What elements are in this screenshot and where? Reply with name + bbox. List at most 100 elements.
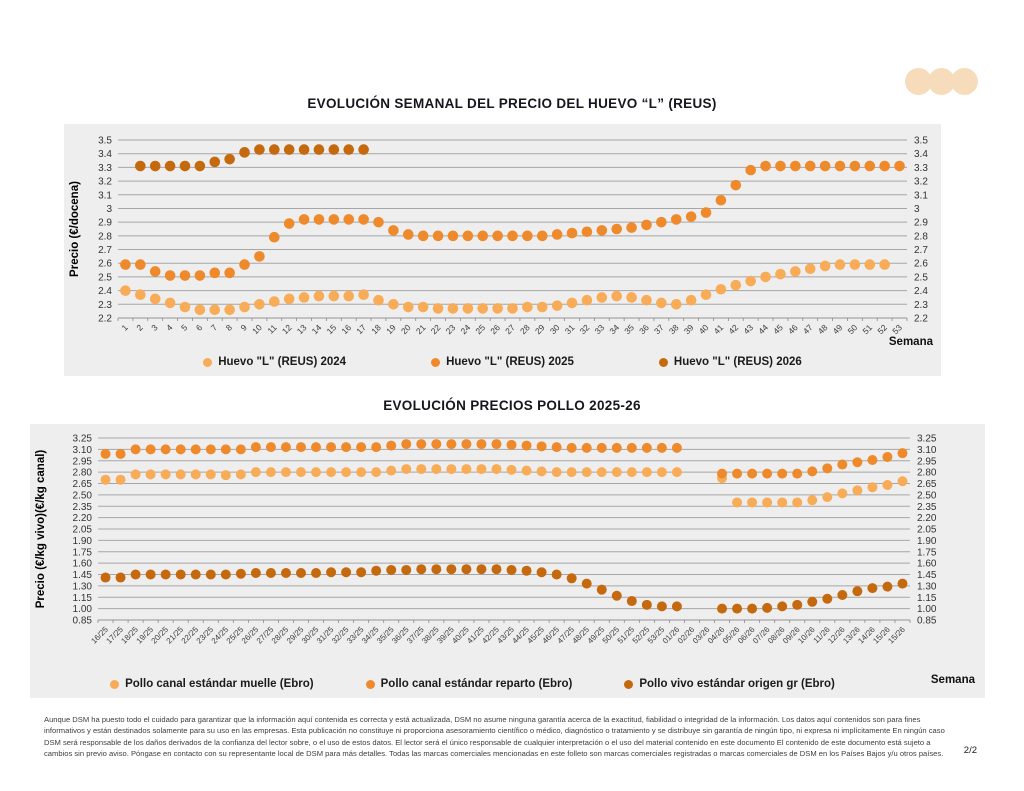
data-point [239,147,250,158]
data-point [462,230,474,242]
data-point [792,599,803,610]
x-tick-label: 16 [339,322,353,336]
data-point [130,444,141,455]
legend-label: Huevo "L" (REUS) 2026 [673,356,802,368]
x-tick-label: 3 [149,322,160,333]
data-point [431,464,442,475]
data-point [491,464,502,475]
y-tick-label-left: 0.85 [73,616,93,627]
data-point [280,442,291,453]
data-point [164,297,176,309]
data-point [566,573,577,584]
data-point [882,581,893,592]
y-tick-label-right: 2.80 [917,468,937,479]
data-point [265,567,276,578]
x-tick-label: 12 [280,322,294,336]
y-tick-label-right: 3.10 [917,445,937,456]
data-point [220,569,231,580]
x-tick-label: 36 [637,322,651,336]
x-tick-label: 26 [488,322,502,336]
data-point [477,303,489,314]
x-tick-label: 6 [194,322,205,333]
data-point [149,266,161,277]
data-point [581,442,592,453]
data-point [747,497,758,508]
x-tick-label: 41 [712,322,726,336]
y-tick-label-left: 2.8 [98,231,112,242]
data-point [194,304,206,316]
y-tick-label-left: 3.25 [73,434,93,445]
data-point [852,485,863,496]
y-tick-label-right: 1.00 [917,604,937,615]
data-point [417,301,429,313]
data-point [416,564,427,575]
data-point [190,444,201,455]
data-point [536,230,548,242]
chicken-price-plot: 0.85 0.851.00 1.001.15 1.151.30 1.301.45 1.45… [35,434,937,646]
y-tick-label-right: 3.1 [914,190,928,201]
data-point [280,467,291,478]
x-tick-label: 14 [310,322,324,336]
x-axis-title: Semana [888,336,933,348]
data-point [641,599,652,610]
data-point [775,268,786,280]
data-point [685,294,697,306]
data-point [867,454,878,465]
x-tick-label: 37 [652,322,666,336]
data-point [280,567,291,578]
data-point [313,290,325,302]
data-point [373,216,384,228]
data-point [401,439,412,450]
data-point [775,160,786,172]
y-tick-label-right: 1.90 [917,536,937,547]
y-tick-label-right: 2.6 [914,259,928,270]
data-point [205,569,216,580]
data-point [145,444,156,455]
y-tick-label-right: 2.5 [914,272,928,283]
y-tick-label-left: 2.7 [98,245,112,256]
data-point [296,442,306,453]
data-point [328,214,340,225]
data-point [371,467,382,478]
data-point [717,603,728,614]
y-tick-label-right: 2.4 [914,286,928,297]
data-point [388,299,399,310]
data-point [641,467,652,478]
y-tick-label-right: 3.5 [914,136,928,147]
data-point [897,578,908,589]
data-point [239,301,250,313]
x-tick-label: 25 [473,322,487,336]
data-point [326,467,337,478]
data-point [762,468,773,479]
x-tick-label: 33 [592,322,606,336]
data-point [807,495,818,506]
x-tick-label: 52 [875,322,889,336]
data-point [179,160,191,172]
data-point [521,465,532,476]
y-tick-label-left: 2.9 [98,218,112,229]
data-point [834,259,846,270]
data-point [205,469,216,480]
data-point [311,567,322,578]
data-point [296,567,306,578]
deco-circle [928,68,955,95]
y-tick-label-left: 2.35 [73,502,93,513]
data-point [837,459,848,470]
data-point [100,572,111,583]
data-point [897,476,908,487]
data-point [506,564,517,575]
data-point [135,289,146,301]
data-point [685,211,697,222]
data-point [401,464,412,475]
legend-item: Huevo "L" (REUS) 2024 [203,356,346,368]
legend-item: Pollo vivo estándar origen gr (Ebro) [624,678,835,690]
data-point [747,468,758,479]
chicken-price-chart-panel: 0.85 0.85 1.00 1.00 1.15 1.15 1.30 1.30 1.45 1.45… [30,424,985,698]
legend-item: Huevo "L" (REUS) 2026 [658,356,802,368]
data-point [160,444,171,455]
data-point [819,260,831,272]
data-point [717,468,728,479]
data-point [626,292,637,303]
data-point [732,497,743,508]
x-tick-label: 7 [209,322,220,333]
